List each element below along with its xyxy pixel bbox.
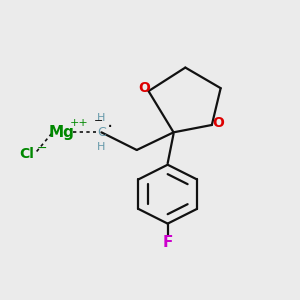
Text: H: H	[97, 112, 106, 123]
Text: Cl: Cl	[19, 147, 34, 161]
Text: Mg: Mg	[49, 125, 75, 140]
Text: H: H	[97, 142, 106, 152]
Text: −: −	[94, 116, 103, 126]
Text: −: −	[36, 141, 47, 154]
Text: F: F	[163, 235, 173, 250]
Text: O: O	[138, 81, 150, 95]
Text: O: O	[212, 116, 224, 130]
Text: ·: ·	[107, 118, 113, 137]
Text: ++: ++	[70, 118, 89, 128]
Text: C: C	[97, 126, 106, 139]
